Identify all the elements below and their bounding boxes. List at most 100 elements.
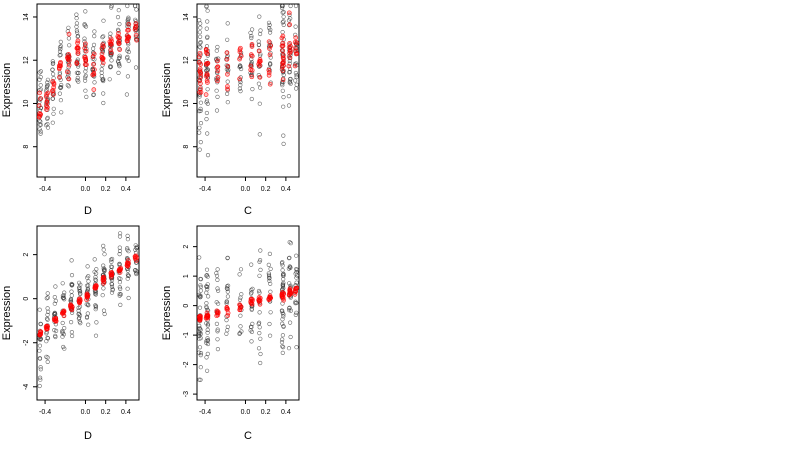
fitted-point [99,51,105,57]
observed-point [294,273,300,278]
observed-point [288,3,293,9]
fitted-point [133,32,139,38]
fitted-point [51,92,56,97]
observed-point [198,276,203,282]
observed-point [133,65,139,70]
observed-point [57,49,63,54]
fitted-point [101,44,106,49]
observed-point [224,318,229,323]
observed-point [45,317,50,322]
observed-point [37,127,42,132]
fitted-point [238,45,243,51]
scatter-panel-d-top: -0.4 0.0 0.2 0.4 8 10 12 14 D Expression [1,3,140,217]
observed-point [45,295,50,300]
fitted-point [237,76,242,82]
observed-point [280,350,285,356]
fitted-point [91,62,96,67]
observed-point [288,265,293,270]
observed-point [107,77,112,82]
fitted-point [37,332,43,337]
observed-point [37,348,42,353]
fitted-point [198,89,204,95]
observed-point [92,291,98,297]
observed-point [249,35,254,41]
observed-point [74,12,79,17]
observed-point [215,267,220,272]
observed-point [116,28,121,33]
fitted-point [116,31,121,36]
observed-point [294,74,299,80]
fitted-point [117,47,123,52]
observed-point [197,147,202,152]
observed-point [249,339,254,344]
observed-point [281,22,286,28]
observed-point [215,347,220,352]
observed-point [268,289,273,294]
observed-point [249,72,254,78]
fitted-point [280,68,286,73]
observed-point [215,286,220,291]
observed-point [197,92,202,97]
observed-point [214,65,219,70]
observed-point [45,77,51,82]
fitted-point [125,28,130,33]
y-tick-label: 0 [183,304,190,308]
observed-point [225,91,230,96]
fitted-point [84,62,89,68]
observed-point [267,22,272,28]
observed-point [293,70,299,76]
observed-point [293,301,298,306]
observed-point [93,303,98,308]
fitted-point [51,316,57,322]
observed-point [268,266,273,272]
observed-point [69,281,74,287]
observed-point [205,284,210,290]
observed-point [205,35,210,40]
observed-point [205,327,210,333]
observed-point [37,70,42,75]
observed-point [215,94,220,99]
y-tick-label: 1 [183,274,190,278]
fitted-point [61,309,67,315]
fitted-point [225,63,231,69]
observed-point [101,34,106,39]
x-tick-label: 0.4 [281,409,291,416]
observed-point [224,54,230,60]
observed-point [280,344,285,349]
observed-point [101,77,106,82]
observed-point [256,39,261,44]
observed-point [281,72,286,77]
observed-point [258,85,263,90]
fitted-point [257,58,263,64]
observed-point [61,295,66,300]
fitted-point [91,71,97,77]
observed-point [101,263,106,268]
observed-point [287,79,293,84]
observed-point [51,76,56,81]
fitted-point [281,52,286,58]
observed-point [45,125,51,130]
observed-point [293,24,298,29]
observed-point [198,336,203,341]
observed-point [74,21,79,26]
fitted-point [225,313,231,318]
fitted-point [45,105,50,110]
fitted-point [66,62,72,68]
observed-point [198,106,203,111]
observed-point [288,241,294,246]
observed-point [86,279,91,284]
observed-point [50,61,56,67]
observed-point [268,310,273,315]
observed-point [216,288,221,293]
observed-point [205,323,210,328]
observed-point [53,312,58,317]
fitted-point [256,299,262,304]
observed-point [280,29,285,35]
x-axis-title: C [244,205,252,217]
observed-point [52,301,57,306]
observed-point [38,321,43,327]
observed-point [82,36,87,41]
observed-point [75,75,80,80]
observed-point [237,86,242,91]
observed-point [197,130,202,135]
